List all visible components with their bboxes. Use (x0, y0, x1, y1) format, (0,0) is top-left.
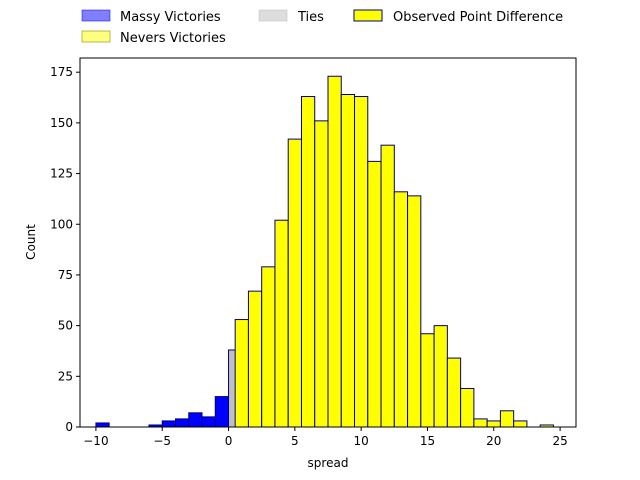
legend-label-observed-point-difference: Observed Point Difference (393, 10, 563, 25)
bar-nevers-victories-21 (513, 420, 528, 428)
legend: Massy Victories Nevers Victories Ties Ob… (81, 9, 563, 46)
bar-nevers-victories-20 (499, 410, 515, 428)
x-tick-label-6: 20 (486, 434, 501, 448)
x-tick-label-5: 15 (420, 434, 435, 448)
x-tick-label-3: 5 (291, 434, 299, 448)
y-tick-label-6: 150 (50, 116, 73, 130)
x-tick-label-7: 25 (552, 434, 567, 448)
plot-frame (79, 57, 577, 428)
x-tick-label-1: −5 (153, 434, 171, 448)
bar-nevers-victories-19 (486, 420, 501, 428)
legend-entry-nevers-victories: Nevers Victories (81, 30, 226, 46)
legend-swatch-ties (258, 9, 288, 22)
axes-group: −10 −5 0 5 10 15 20 25 0 25 50 75 100 125 150 175 (50, 57, 577, 448)
bar-nevers-victories-17 (460, 387, 475, 428)
bar-massy-victories-7 (201, 416, 216, 428)
bar-nevers-victories-11 (380, 144, 395, 428)
y-tick-label-7: 175 (50, 65, 73, 79)
y-tick-label-4: 100 (50, 217, 73, 231)
y-axis-label: Count (24, 224, 38, 260)
bar-nevers-victories-8 (340, 93, 356, 428)
bar-nevers-victories-4 (287, 138, 302, 428)
legend-swatch-massy-victories (81, 9, 111, 22)
x-tick-label-2: 0 (225, 434, 233, 448)
bar-nevers-victories-14 (420, 333, 435, 428)
bar-nevers-victories-7 (327, 75, 342, 428)
bars-group (95, 75, 554, 428)
bar-nevers-victories-18 (473, 418, 488, 428)
x-tick-label-0: −10 (83, 434, 108, 448)
bar-massy-victories-8 (214, 396, 230, 428)
legend-swatch-nevers-victories (81, 30, 111, 43)
legend-entry-massy-victories: Massy Victories (81, 9, 221, 25)
bar-massy-victories-0 (95, 422, 110, 428)
y-tick-label-5: 125 (50, 167, 73, 181)
y-tick-label-1: 25 (58, 369, 73, 383)
bar-nevers-victories-3 (274, 219, 289, 428)
y-tick-label-0: 0 (65, 420, 73, 434)
bar-massy-victories-5 (174, 418, 190, 428)
y-tick-label-3: 75 (58, 268, 73, 282)
bar-nevers-victories-10 (367, 160, 382, 428)
bar-nevers-victories-16 (446, 357, 462, 428)
legend-label-ties: Ties (297, 10, 324, 25)
legend-label-nevers-victories: Nevers Victories (120, 31, 226, 46)
bar-nevers-victories-2 (261, 266, 276, 428)
y-tick-label-2: 50 (58, 319, 73, 333)
bar-nevers-victories-5 (300, 96, 316, 428)
legend-entry-ties: Ties (258, 9, 324, 25)
legend-entry-observed-point-difference: Observed Point Difference (353, 9, 563, 25)
bar-massy-victories-4 (161, 420, 176, 428)
bar-nevers-victories-9 (354, 96, 369, 428)
x-axis-label: spread (308, 456, 349, 470)
x-tick-label-4: 10 (354, 434, 369, 448)
bar-nevers-victories-15 (433, 325, 448, 428)
bar-nevers-victories-0 (234, 319, 249, 428)
bar-nevers-victories-6 (314, 120, 329, 428)
bar-nevers-victories-12 (393, 191, 409, 428)
legend-swatch-observed-point-difference (353, 9, 383, 22)
bar-nevers-victories-1 (247, 290, 263, 428)
bar-nevers-victories-13 (407, 195, 422, 428)
legend-label-massy-victories: Massy Victories (120, 10, 221, 25)
bar-massy-victories-6 (188, 412, 203, 428)
